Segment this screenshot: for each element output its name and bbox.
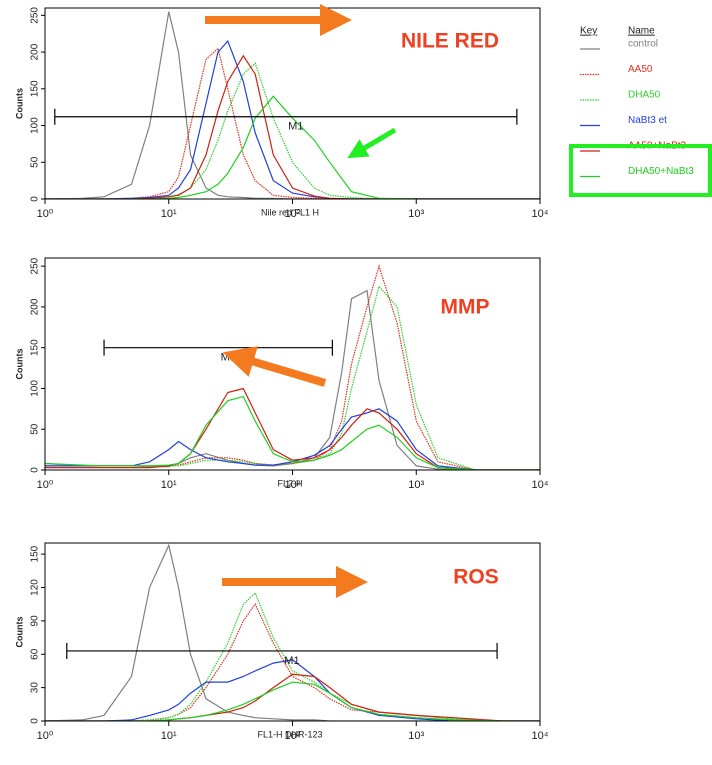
legend-label: AA50: [628, 64, 653, 75]
x-axis-label: Nile red FL1 H: [261, 207, 319, 217]
series-group: [45, 264, 540, 470]
y-tick-label: 250: [30, 257, 41, 274]
histogram-line: [45, 395, 540, 470]
y-tick-label: 250: [30, 7, 41, 24]
x-tick-label: 10³: [408, 208, 424, 220]
legend-label: DHA50+NaBt3: [628, 166, 694, 177]
arrow: [347, 127, 397, 159]
y-tick-label: 150: [30, 339, 41, 356]
x-tick-label: 10⁰: [37, 730, 54, 742]
plot-frame: [44, 542, 541, 722]
histogram-line: [45, 543, 540, 721]
x-axis-label: FL2-H: [277, 478, 302, 488]
x-tick-label: 10⁰: [37, 479, 54, 491]
x-tick-label: 10²: [285, 479, 301, 491]
legend-label: DHA50: [628, 90, 661, 101]
x-tick-label: 10¹: [161, 730, 177, 742]
gate-label: M1: [221, 352, 236, 364]
y-tick-label: 0: [30, 718, 41, 724]
histogram-line: [45, 681, 540, 721]
x-tick-label: 10⁴: [532, 730, 549, 742]
x-tick-label: 10¹: [161, 479, 177, 491]
x-tick-label: 10¹: [161, 208, 177, 220]
y-tick-label: 90: [30, 615, 41, 627]
x-tick-label: 10²: [285, 730, 301, 742]
highlight-box: [569, 144, 712, 197]
plots: 0 50 100 150 200 250 10⁰ 10¹ 10² 10³ 10⁴ Nile red F…: [14, 7, 694, 742]
histogram-line: [45, 39, 540, 199]
histogram-line: [45, 264, 540, 470]
plot-frame: [44, 257, 541, 471]
annotation: MMP: [441, 296, 490, 319]
series-group: [45, 543, 540, 721]
x-tick-label: 10⁴: [532, 479, 549, 491]
arrow: [222, 346, 327, 387]
y-tick-label: 120: [30, 579, 41, 596]
y-axis-label: Counts: [14, 617, 24, 648]
y-tick-label: 100: [30, 117, 41, 134]
histogram-line: [45, 387, 540, 470]
histogram-line: [45, 289, 540, 470]
histogram-line: [45, 11, 540, 199]
y-tick-label: 200: [30, 43, 41, 60]
legend-label: NaBt3 et: [628, 115, 667, 126]
y-tick-label: 0: [30, 467, 41, 473]
y-tick-label: 150: [30, 80, 41, 97]
histogram-line: [45, 408, 540, 470]
x-tick-label: 10³: [408, 479, 424, 491]
gate-label: M1: [288, 121, 303, 133]
y-tick-label: 0: [30, 196, 41, 202]
x-tick-label: 10²: [285, 208, 301, 220]
legend-header: Name: [628, 26, 655, 37]
legend-label: control: [628, 39, 658, 50]
annotation: ROS: [453, 566, 499, 589]
histogram-line: [45, 673, 540, 721]
y-tick-label: 200: [30, 298, 41, 315]
x-tick-label: 10³: [408, 730, 424, 742]
annotation: NILE RED: [401, 30, 499, 53]
y-tick-label: 30: [30, 682, 41, 694]
y-axis-label: Counts: [14, 349, 24, 380]
plot-frame: [44, 7, 541, 200]
legend-header: Key: [580, 26, 597, 37]
y-tick-label: 50: [30, 156, 41, 168]
y-tick-label: 150: [30, 545, 41, 562]
y-tick-label: 50: [30, 423, 41, 435]
x-tick-label: 10⁴: [532, 208, 549, 220]
y-tick-label: 60: [30, 648, 41, 660]
y-tick-label: 100: [30, 380, 41, 397]
x-axis-label: FL1-H DHR-123: [257, 729, 322, 739]
y-axis-label: Counts: [14, 88, 24, 119]
x-tick-label: 10⁰: [37, 208, 54, 220]
gate-label: M1: [284, 655, 299, 667]
histogram-line: [45, 659, 540, 721]
histogram-line: [45, 95, 540, 199]
